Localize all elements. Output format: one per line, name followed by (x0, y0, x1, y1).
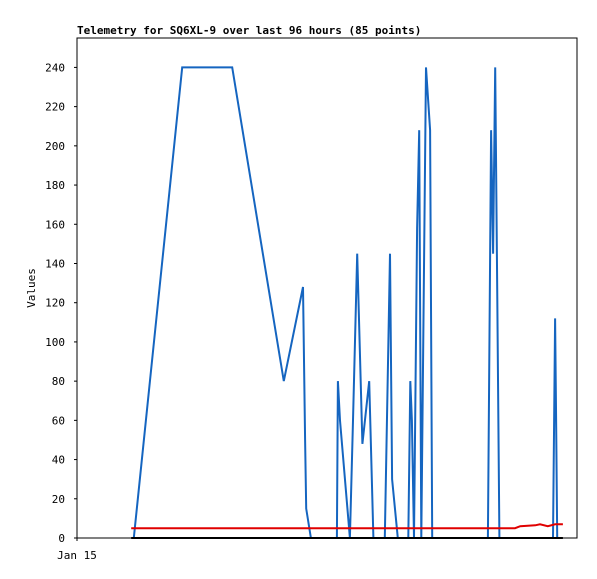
y-tick-label: 160 (45, 218, 65, 231)
y-tick-label: 140 (45, 257, 65, 270)
plot-frame (76, 37, 578, 539)
y-tick-label: 220 (45, 101, 65, 114)
y-tick-label: 180 (45, 179, 65, 192)
series-line (131, 523, 563, 530)
y-tick-label: 40 (52, 454, 65, 467)
chart-title: Telemetry for SQ6XL-9 over last 96 hours… (77, 24, 421, 37)
y-tick-label: 100 (45, 336, 65, 349)
y-tick-label: 60 (52, 414, 65, 427)
x-tick-label: Jan 15 (57, 549, 97, 562)
y-tick-label: 240 (45, 61, 65, 74)
y-tick-label: 120 (45, 297, 65, 310)
series-line (132, 66, 559, 539)
y-tick-label: 0 (58, 532, 65, 545)
y-tick-label: 20 (52, 493, 65, 506)
y-tick-label: 80 (52, 375, 65, 388)
y-axis-label: Values (25, 268, 38, 308)
y-tick-label: 200 (45, 140, 65, 153)
